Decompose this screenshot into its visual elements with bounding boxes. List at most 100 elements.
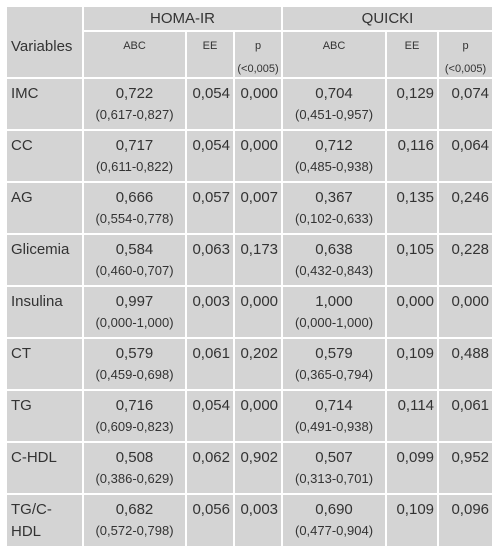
homa-ee-cell: 0,063	[186, 233, 235, 286]
quicki-ee-cell: 0,114	[386, 389, 440, 442]
homa-abc-cell: 0,716 (0,609-0,823)	[83, 389, 187, 442]
quicki-abc-value: 0,714	[315, 397, 353, 414]
row-variable-label: Glicemia	[11, 241, 70, 258]
quicki-ci-value: (0,477-0,904)	[294, 523, 374, 538]
row-variable-label: TG/C-	[11, 501, 52, 518]
homa-ci-value: (0,386-0,629)	[95, 471, 174, 486]
group-header-homa-ir: HOMA-IR	[83, 7, 284, 32]
homa-p-cell: 0,000	[234, 285, 284, 338]
homa-p-cell: 0,007	[234, 181, 284, 234]
column-header-homa-abc: ABC	[83, 31, 187, 78]
homa-p-cell: 0,000	[234, 389, 284, 442]
table-row: TG 0,716 (0,609-0,823) 0,054 0,000 0,714 (0,49…	[7, 389, 493, 442]
quicki-abc-cell: 0,714 (0,491-0,938)	[282, 389, 388, 442]
quicki-abc-cell: 0,712 (0,485-0,938)	[282, 129, 388, 182]
quicki-ci-value: (0,313-0,701)	[294, 471, 374, 486]
homa-ee-cell: 0,054	[186, 129, 235, 182]
quicki-ci-value: (0,000-1,000)	[294, 315, 374, 330]
column-header-quicki-abc: ABC	[282, 31, 388, 78]
homa-abc-cell: 0,666 (0,554-0,778)	[83, 181, 187, 234]
homa-ci-value: (0,554-0,778)	[95, 211, 174, 226]
homa-ee-cell: 0,062	[186, 441, 235, 494]
row-variable: Insulina	[7, 285, 84, 338]
homa-abc-value: 0,508	[115, 449, 154, 466]
group-header-row: HOMA-IR QUICKI	[7, 7, 493, 32]
header-blank-cell	[7, 7, 84, 31]
column-header-quicki-p: p (<0,005)	[438, 31, 493, 78]
row-variable: CC	[7, 129, 84, 182]
table-row: CT 0,579 (0,459-0,698) 0,061 0,202 0,579 (0,36…	[7, 337, 493, 390]
row-variable-label: TG	[11, 397, 32, 414]
column-header-homa-ee: EE	[186, 31, 235, 78]
column-header-row: Variables ABC EE p (<0,005) ABC EE p (<0,0…	[7, 31, 493, 78]
homa-abc-cell: 0,997 (0,000-1,000)	[83, 285, 187, 338]
homa-ee-cell: 0,057	[186, 181, 235, 234]
row-variable: AG	[7, 181, 84, 234]
quicki-ee-cell: 0,129	[386, 77, 440, 130]
row-variable: TG	[7, 389, 84, 442]
homa-ci-value: (0,000-1,000)	[95, 315, 174, 330]
header-label: ABC	[322, 40, 346, 52]
row-variable-label: CC	[11, 137, 33, 154]
homa-abc-cell: 0,722 (0,617-0,827)	[83, 77, 187, 130]
quicki-abc-cell: 0,579 (0,365-0,794)	[282, 337, 388, 390]
homa-ee-cell: 0,061	[186, 337, 235, 390]
quicki-p-cell: 0,488	[438, 337, 493, 390]
quicki-ee-cell: 0,116	[386, 129, 440, 182]
quicki-ci-value: (0,432-0,843)	[294, 263, 374, 278]
table-row: Glicemia 0,584 (0,460-0,707) 0,063 0,173 0,63…	[7, 233, 493, 286]
row-variable-label: AG	[11, 189, 33, 206]
table-row: AG 0,666 (0,554-0,778) 0,057 0,007 0,367 (0,10…	[7, 181, 493, 234]
results-table-container: HOMA-IR QUICKI Variables ABC EE p (<0,005…	[7, 7, 493, 546]
quicki-ee-cell: 0,105	[386, 233, 440, 286]
homa-ci-value: (0,611-0,822)	[95, 159, 174, 174]
header-p-note: (<0,005)	[237, 63, 279, 75]
homa-abc-cell: 0,584 (0,460-0,707)	[83, 233, 187, 286]
homa-p-cell: 0,202	[234, 337, 284, 390]
header-label: EE	[202, 40, 218, 52]
row-variable: C-HDL	[7, 441, 84, 494]
homa-ci-value: (0,460-0,707)	[95, 263, 174, 278]
homa-abc-value: 0,716	[115, 397, 154, 414]
quicki-ee-cell: 0,109	[386, 493, 440, 546]
table-row: CC 0,717 (0,611-0,822) 0,054 0,000 0,712 (0,48…	[7, 129, 493, 182]
quicki-ee-cell: 0,135	[386, 181, 440, 234]
quicki-p-cell: 0,064	[438, 129, 493, 182]
homa-p-cell: 0,003	[234, 493, 284, 546]
quicki-p-cell: 0,246	[438, 181, 493, 234]
quicki-abc-value: 0,704	[315, 85, 353, 102]
header-label: ABC	[123, 40, 146, 52]
homa-abc-cell: 0,682 (0,572-0,798)	[83, 493, 187, 546]
quicki-abc-cell: 0,638 (0,432-0,843)	[282, 233, 388, 286]
table-row: TG/C- HDL 0,682 (0,572-0,798) 0,056 0,003 0,69…	[7, 493, 493, 546]
quicki-ee-cell: 0,109	[386, 337, 440, 390]
row-variable-label: C-HDL	[11, 449, 57, 466]
quicki-ee-cell: 0,099	[386, 441, 440, 494]
header-label: EE	[404, 40, 420, 52]
quicki-abc-value: 0,712	[315, 137, 353, 154]
header-p-note: (<0,005)	[444, 63, 487, 75]
homa-abc-value: 0,584	[115, 241, 154, 258]
row-variable-label: Insulina	[11, 293, 63, 310]
homa-abc-value: 0,997	[115, 293, 154, 310]
header-label: p	[254, 40, 262, 52]
column-header-quicki-ee: EE	[386, 31, 440, 78]
table-row: C-HDL 0,508 (0,386-0,629) 0,062 0,902 0,507 (0…	[7, 441, 493, 494]
homa-ee-cell: 0,054	[186, 389, 235, 442]
row-variable: IMC	[7, 77, 84, 130]
homa-ee-cell: 0,054	[186, 77, 235, 130]
homa-abc-value: 0,717	[115, 137, 154, 154]
quicki-p-cell: 0,952	[438, 441, 493, 494]
homa-p-cell: 0,000	[234, 129, 284, 182]
results-table: HOMA-IR QUICKI Variables ABC EE p (<0,005…	[7, 7, 493, 546]
quicki-ci-value: (0,485-0,938)	[294, 159, 374, 174]
quicki-ci-value: (0,491-0,938)	[294, 419, 374, 434]
quicki-abc-value: 0,507	[315, 449, 353, 466]
homa-p-cell: 0,173	[234, 233, 284, 286]
homa-ci-value: (0,617-0,827)	[95, 107, 174, 122]
header-label: p	[462, 40, 469, 52]
homa-abc-value: 0,682	[115, 501, 154, 518]
homa-abc-cell: 0,508 (0,386-0,629)	[83, 441, 187, 494]
quicki-ci-value: (0,451-0,957)	[294, 107, 374, 122]
quicki-ee-cell: 0,000	[386, 285, 440, 338]
